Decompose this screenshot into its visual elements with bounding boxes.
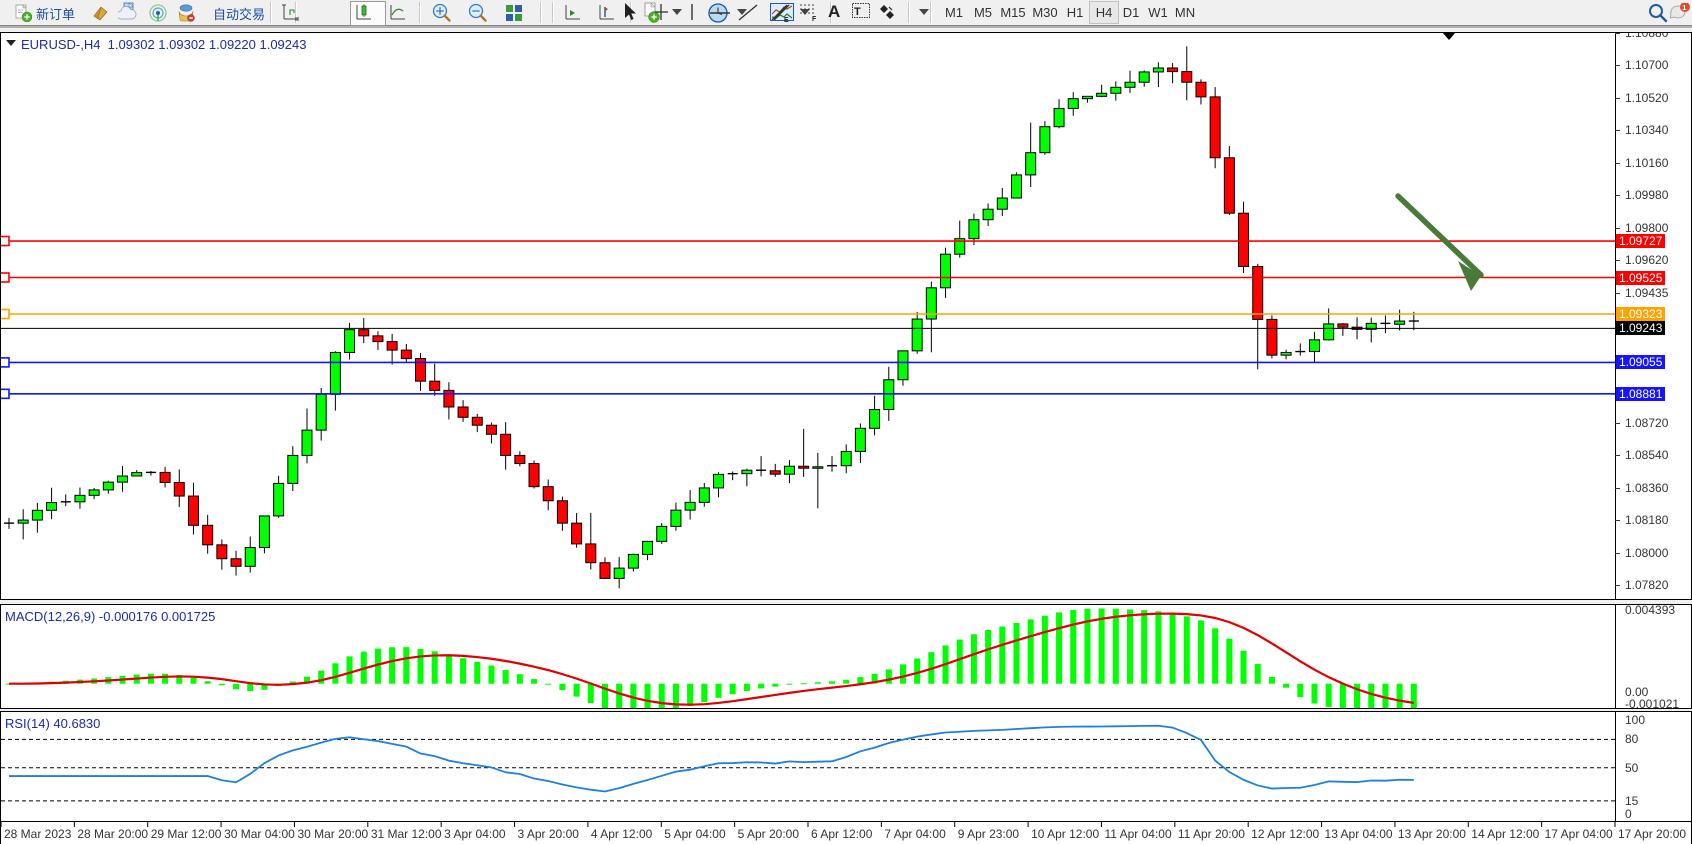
svg-text:6 Apr 12:00: 6 Apr 12:00 (811, 827, 873, 841)
svg-text:3 Apr 20:00: 3 Apr 20:00 (518, 827, 580, 841)
svg-text:29 Mar 12:00: 29 Mar 12:00 (151, 827, 222, 841)
svg-text:5 Apr 04:00: 5 Apr 04:00 (664, 827, 726, 841)
svg-text:4 Apr 12:00: 4 Apr 12:00 (591, 827, 653, 841)
svg-text:31 Mar 12:00: 31 Mar 12:00 (371, 827, 442, 841)
svg-text:T: T (854, 6, 861, 18)
svg-text:30 Mar 20:00: 30 Mar 20:00 (297, 827, 368, 841)
svg-text:10 Apr 12:00: 10 Apr 12:00 (1031, 827, 1099, 841)
svg-text:17 Apr 04:00: 17 Apr 04:00 (1545, 827, 1613, 841)
svg-text:28 Mar 2023: 28 Mar 2023 (4, 827, 72, 841)
svg-text:E: E (784, 17, 789, 24)
svg-text:30 Mar 04:00: 30 Mar 04:00 (224, 827, 295, 841)
svg-text:28 Mar 20:00: 28 Mar 20:00 (77, 827, 148, 841)
svg-text:12 Apr 12:00: 12 Apr 12:00 (1251, 827, 1319, 841)
svg-text:11 Apr 20:00: 11 Apr 20:00 (1178, 827, 1245, 841)
svg-text:5 Apr 20:00: 5 Apr 20:00 (738, 827, 800, 841)
svg-text:14 Apr 12:00: 14 Apr 12:00 (1471, 827, 1539, 841)
svg-text:13 Apr 20:00: 13 Apr 20:00 (1398, 827, 1466, 841)
svg-text:1: 1 (1682, 3, 1686, 12)
svg-text:F: F (812, 16, 817, 22)
svg-text:3 Apr 04:00: 3 Apr 04:00 (444, 827, 506, 841)
svg-text:11 Apr 04:00: 11 Apr 04:00 (1104, 827, 1171, 841)
svg-text:17 Apr 20:00: 17 Apr 20:00 (1618, 827, 1686, 841)
svg-text:9 Apr 23:00: 9 Apr 23:00 (958, 827, 1020, 841)
svg-text:13 Apr 04:00: 13 Apr 04:00 (1325, 827, 1393, 841)
svg-text:7 Apr 04:00: 7 Apr 04:00 (884, 827, 946, 841)
